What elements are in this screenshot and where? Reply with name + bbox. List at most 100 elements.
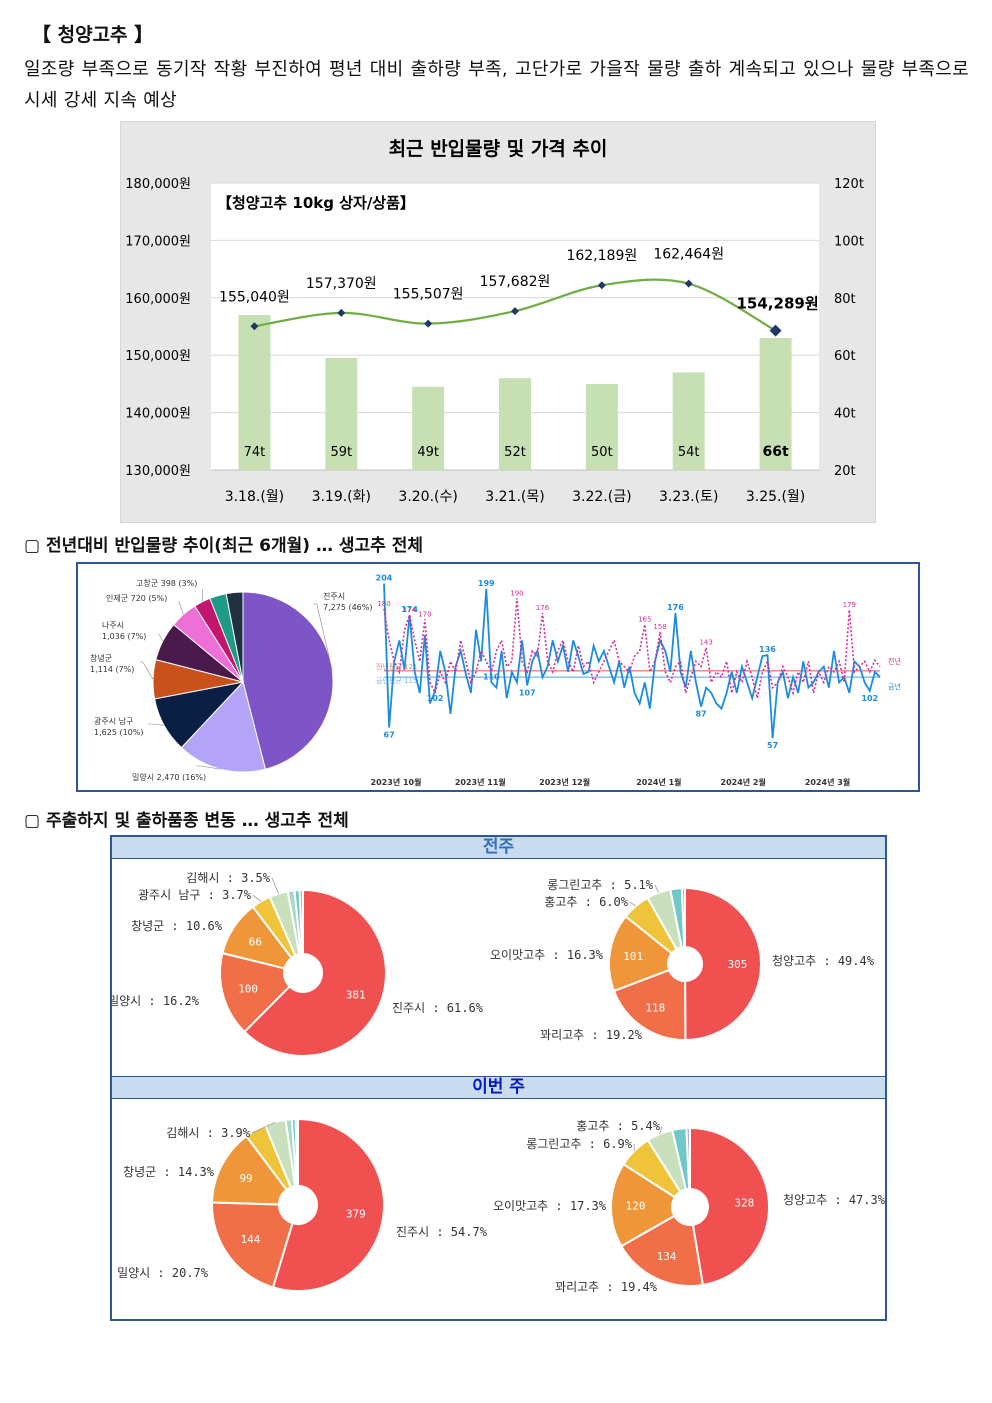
donut-slice (612, 968, 687, 1041)
donut-slice (684, 886, 762, 1042)
donut-value: 100 (238, 982, 258, 995)
y-right-tick: 100t (834, 234, 864, 249)
donut-slice (219, 951, 292, 1034)
price-label: 155,507원 (393, 287, 464, 303)
intro-text: 일조량 부족으로 동기작 작황 부진하여 평년 대비 출하량 부족, 고단가로 … (24, 59, 969, 111)
donut-slice (271, 1117, 385, 1292)
pie-label: 인제군 720 (5%) (106, 593, 167, 603)
donut-value: 101 (623, 950, 643, 963)
donut-label: 홍고추 : 6.0% (544, 895, 628, 909)
pie-label: 1,114 (7%) (90, 665, 134, 674)
y-left-tick: 170,000원 (125, 234, 191, 249)
donut-label: 롱그린고추 : 5.1% (547, 878, 654, 892)
volume-bar (412, 386, 445, 470)
donut-leader (659, 1125, 663, 1135)
peak-label: 199 (478, 579, 495, 588)
pie-label: 진주시 (323, 591, 345, 601)
donut-label: 김해시 : 3.5% (186, 871, 270, 885)
pie-leader (158, 633, 164, 642)
x-tick-label: 2024년 2월 (721, 777, 766, 787)
donut-label: 창녕군 : 14.3% (123, 1165, 215, 1179)
price-label: 162,464원 (653, 247, 724, 263)
x-tick-label: 2023년 11월 (455, 777, 506, 787)
bar-label: 50t (591, 445, 613, 460)
volume-bar (499, 378, 531, 470)
donut-label: 진주시 : 61.6% (392, 1001, 484, 1015)
bar-label: 52t (504, 445, 526, 460)
peak-label: 136 (759, 645, 776, 654)
peak-label: 190 (510, 589, 523, 597)
price-marker (337, 308, 346, 317)
donut-leader (654, 884, 659, 893)
price-marker (684, 279, 693, 288)
donut-value: 305 (728, 958, 748, 971)
x-tick-label: 3.20.(수) (398, 489, 457, 505)
x-tick-label: 3.19.(화) (312, 489, 371, 505)
price-marker (769, 324, 782, 337)
donut-slice (619, 1214, 705, 1287)
bar-label: 54t (678, 445, 700, 460)
donut-label: 김해시 : 3.9% (166, 1126, 250, 1140)
donut-value: 134 (657, 1250, 677, 1263)
chart-subtitle: 【청양고추 10kg 상자/상품】 (217, 194, 415, 212)
bar-label: 59t (330, 445, 352, 460)
price-label: 155,040원 (219, 289, 290, 305)
donut-slice (294, 1117, 299, 1188)
x-tick-label: 3.25.(월) (746, 489, 805, 505)
peak-label: 102 (861, 694, 878, 703)
donut-label: 롱그린고추 : 6.9% (526, 1137, 633, 1151)
donut-leader (251, 1121, 276, 1134)
bar-label: 49t (417, 445, 439, 460)
trend-section-title: ▢ 전년대비 반입물량 추이(최근 6개월) … 생고추 전체 (24, 536, 424, 556)
x-tick-label: 3.22.(금) (572, 489, 631, 505)
peak-label: 87 (695, 710, 706, 719)
donut-value: 144 (241, 1233, 261, 1246)
donut-label: 창녕군 : 10.6% (131, 919, 223, 933)
donut-label: 밀양시 : 20.7% (117, 1266, 209, 1280)
donut-label: 밀양시 : 16.2% (112, 994, 200, 1008)
pie-leader (201, 588, 204, 602)
series-line (383, 583, 881, 739)
peak-label: 170 (418, 610, 431, 618)
bar-label: 66t (762, 444, 788, 460)
y-right-tick: 20t (834, 464, 856, 479)
peak-label: 176 (667, 603, 684, 612)
donut-label: 홍고추 : 5.4% (576, 1119, 660, 1133)
this-week-band: 이번 주 (112, 1076, 885, 1099)
pie-label: 1,625 (10%) (94, 728, 143, 737)
pie-leader (196, 765, 221, 770)
y-right-tick: 60t (834, 349, 856, 364)
y-left-tick: 180,000원 (125, 177, 191, 192)
peak-label: 179 (843, 601, 856, 609)
donut-slice (211, 1201, 294, 1289)
pie-label: 고창군 398 (3%) (136, 579, 197, 588)
donut-value: 118 (645, 1001, 665, 1014)
price-volume-svg: 최근 반입물량 및 가격 추이 【청양고추 10kg 상자/상품】 130,000원… (125, 138, 864, 505)
pie-label: 광주시 남구 (94, 716, 133, 726)
peak-label: 176 (536, 604, 550, 612)
peak-label: 57 (767, 741, 778, 750)
pie-slice (225, 591, 244, 683)
price-label: 157,370원 (306, 276, 377, 292)
donut-slice (610, 1162, 677, 1248)
peak-label: 107 (519, 689, 536, 698)
y-right-tick: 120t (834, 177, 864, 192)
volume-bar (585, 383, 618, 470)
volume-bar (672, 372, 705, 470)
reference-label: 금년평균 115 (376, 676, 417, 685)
donut-leader (271, 877, 279, 894)
share-section-title: ▢ 주출하지 및 출하품종 변동 … 생고추 전체 (24, 811, 349, 831)
chart-title: 최근 반입물량 및 가격 추이 (389, 138, 608, 160)
price-marker (511, 307, 519, 316)
price-marker (250, 322, 259, 331)
pie-leader (148, 723, 165, 726)
price-marker (424, 319, 433, 328)
x-tick-label: 2024년 3월 (805, 777, 850, 787)
donut-value: 66 (249, 936, 262, 949)
peak-label: 174 (401, 605, 418, 614)
donut-label: 광주시 남구 : 3.7% (138, 888, 252, 902)
donut-slice (685, 1126, 691, 1191)
trend-panel: 진주시 7,275 (46%) 밀양시 2,470 (16%) 광주시 남구 1,625… (76, 562, 920, 792)
price-label: 162,189원 (566, 248, 637, 264)
x-tick-label: 3.21.(목) (485, 489, 544, 505)
